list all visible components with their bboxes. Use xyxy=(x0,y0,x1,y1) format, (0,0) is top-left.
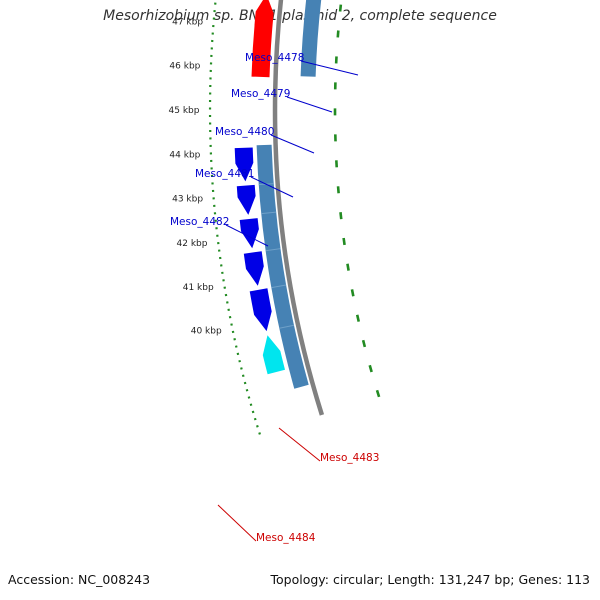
reverse-gene-arrow xyxy=(251,0,274,78)
track-separator xyxy=(265,248,281,252)
kbp-tick-label: 43 kbp xyxy=(172,195,203,205)
backbone-circle xyxy=(272,0,325,416)
reverse-cds-track xyxy=(300,0,322,77)
sequence-summary: Topology: circular; Length: 131,247 bp; … xyxy=(270,572,591,587)
kbp-tick-label: 40 kbp xyxy=(191,327,222,337)
kbp-tick-label: 47 kbp xyxy=(172,17,203,27)
gene-leader-line xyxy=(217,504,257,542)
forward-gene-arrow xyxy=(249,288,272,332)
forward-cds-track xyxy=(256,144,309,389)
kbp-tick-label: 44 kbp xyxy=(169,150,200,160)
reverse-gene-label: Meso_4483 xyxy=(320,452,379,464)
gene-leader-line xyxy=(225,224,269,247)
gene-leader-line xyxy=(270,134,315,154)
gene-label-layer: Meso_4478 Meso_4479 Meso_4480 Meso_4481 Meso… xyxy=(170,52,379,544)
gene-leader-line xyxy=(278,427,321,462)
forward-gene-label: Meso_4482 xyxy=(170,216,229,228)
gene-leader-line xyxy=(286,96,333,113)
forward-gene-label: Meso_4478 xyxy=(245,52,304,64)
kbp-tick-label: 42 kbp xyxy=(177,239,208,249)
reverse-gene-label: Meso_4484 xyxy=(256,532,316,544)
forward-gene-arrow xyxy=(243,251,264,286)
kbp-tick-ring xyxy=(208,0,261,435)
accession-text: Accession: NC_008243 xyxy=(8,572,151,587)
map-title: Mesorhizobium sp. BNC1 plasmid 2, comple… xyxy=(103,8,497,24)
forward-gene-arrow xyxy=(262,335,285,375)
track-separator xyxy=(279,324,295,329)
forward-gene-arrow xyxy=(239,218,259,249)
forward-gene-arrow xyxy=(236,184,256,215)
gene-leader-line xyxy=(300,60,359,76)
forward-gene-arrow xyxy=(234,147,254,182)
kbp-tick-label: 45 kbp xyxy=(169,106,200,116)
kbp-tick-label: 46 kbp xyxy=(169,62,200,72)
feature-tracks xyxy=(234,0,322,389)
kbp-tick-label: 41 kbp xyxy=(183,283,214,293)
forward-gene-label: Meso_4480 xyxy=(215,126,274,138)
track-separator xyxy=(261,211,277,215)
forward-gene-label: Meso_4481 xyxy=(195,168,254,180)
tick-layer: 40 kbp 41 kbp 42 kbp 43 kbp 44 kbp 45 kbp 46 k… xyxy=(169,0,381,435)
gene-leader-line xyxy=(250,176,294,198)
backbone-layer xyxy=(272,0,325,416)
track-separator xyxy=(271,284,287,289)
minor-tick-ring xyxy=(333,0,381,398)
forward-gene-label: Meso_4479 xyxy=(231,88,290,100)
